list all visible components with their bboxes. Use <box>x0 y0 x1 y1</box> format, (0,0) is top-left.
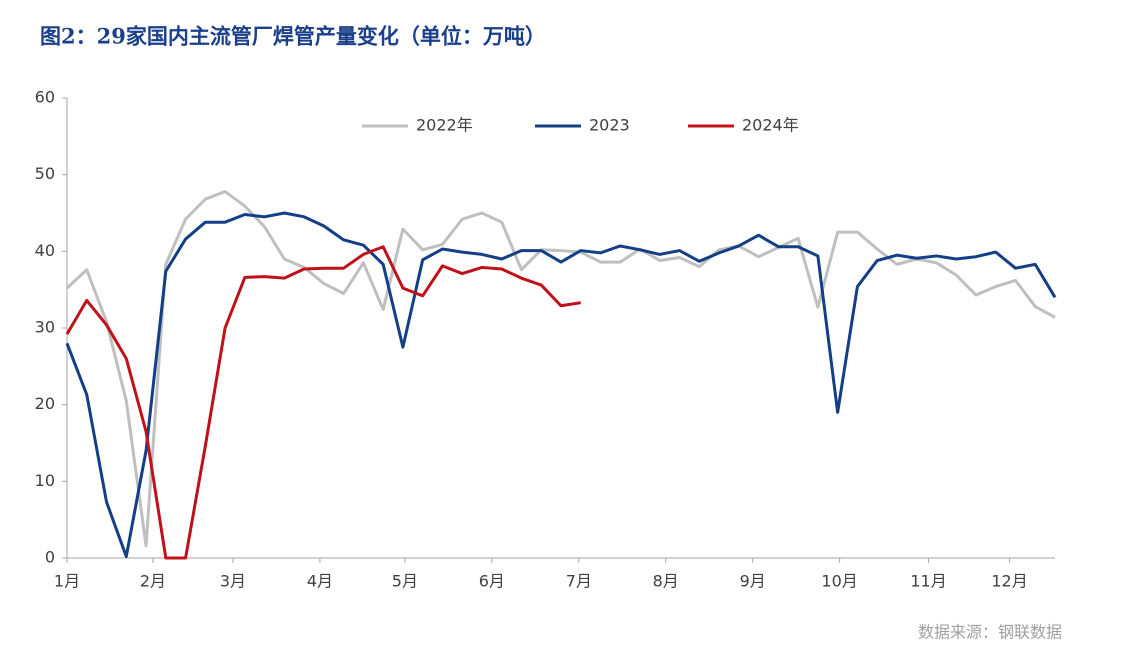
x-tick-label: 2月 <box>140 572 166 591</box>
chart-title: 图2：29家国内主流管厂焊管产量变化（单位：万吨） <box>40 24 546 49</box>
series-line <box>65 190 1056 548</box>
x-tick-label: 7月 <box>566 572 592 591</box>
y-tick-label: 40 <box>35 241 55 260</box>
x-tick-label: 5月 <box>392 572 418 591</box>
series-line <box>65 211 1057 558</box>
x-tick-label: 9月 <box>740 572 766 591</box>
x-tick-label: 4月 <box>307 572 333 591</box>
legend-label: 2023 <box>589 116 630 135</box>
y-tick-label: 20 <box>35 394 55 413</box>
y-tick-label: 10 <box>35 471 55 490</box>
y-tick-label: 0 <box>45 548 55 567</box>
source-note: 数据来源：钢联数据 <box>918 623 1062 642</box>
x-tick-label: 6月 <box>479 572 505 591</box>
legend-label: 2022年 <box>416 116 473 135</box>
x-tick-label: 8月 <box>653 572 679 591</box>
y-tick-label: 60 <box>35 88 55 107</box>
x-tick-label: 11月 <box>910 572 946 591</box>
y-tick-label: 30 <box>35 318 55 337</box>
x-tick-label: 12月 <box>991 572 1027 591</box>
y-tick-label: 50 <box>35 164 55 183</box>
x-tick-label: 1月 <box>54 572 80 591</box>
series-line <box>65 245 581 560</box>
legend-label: 2024年 <box>742 116 799 135</box>
x-tick-label: 3月 <box>220 572 246 591</box>
x-tick-label: 10月 <box>821 572 857 591</box>
